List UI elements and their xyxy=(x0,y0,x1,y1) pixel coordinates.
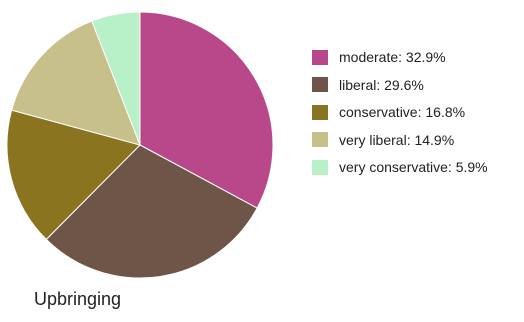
legend-swatch xyxy=(312,77,328,92)
legend-swatch xyxy=(312,49,328,65)
pie-slices xyxy=(6,11,274,279)
pie-slice-liberal xyxy=(45,144,258,279)
legend-item-moderate: moderate: 32.9% xyxy=(312,49,488,65)
legend-swatch xyxy=(312,132,328,147)
pie-slice-moderate xyxy=(139,11,274,209)
pie-slice-very-liberal xyxy=(11,20,141,146)
pie-slice-conservative xyxy=(6,109,141,241)
pie-slice-very-conservative xyxy=(91,11,141,146)
legend-swatch xyxy=(312,104,328,120)
chart-title: Upbringing xyxy=(34,289,122,309)
legend-label: moderate: 32.9% xyxy=(339,49,446,65)
legend-item-very-conservative: very conservative: 5.9% xyxy=(312,159,488,175)
legend-label: liberal: 29.6% xyxy=(339,76,424,93)
legend-label: conservative: 16.8% xyxy=(339,104,466,120)
legend-item-conservative: conservative: 16.8% xyxy=(312,104,488,120)
legend-label: very liberal: 14.9% xyxy=(339,131,455,148)
legend-label: very conservative: 5.9% xyxy=(339,159,488,175)
legend-item-liberal: liberal: 29.6% xyxy=(312,77,488,93)
legend-item-very-liberal: very liberal: 14.9% xyxy=(312,132,488,148)
legend-swatch xyxy=(312,159,328,175)
legend: moderate: 32.9% liberal: 29.6% conservativ… xyxy=(312,49,488,187)
